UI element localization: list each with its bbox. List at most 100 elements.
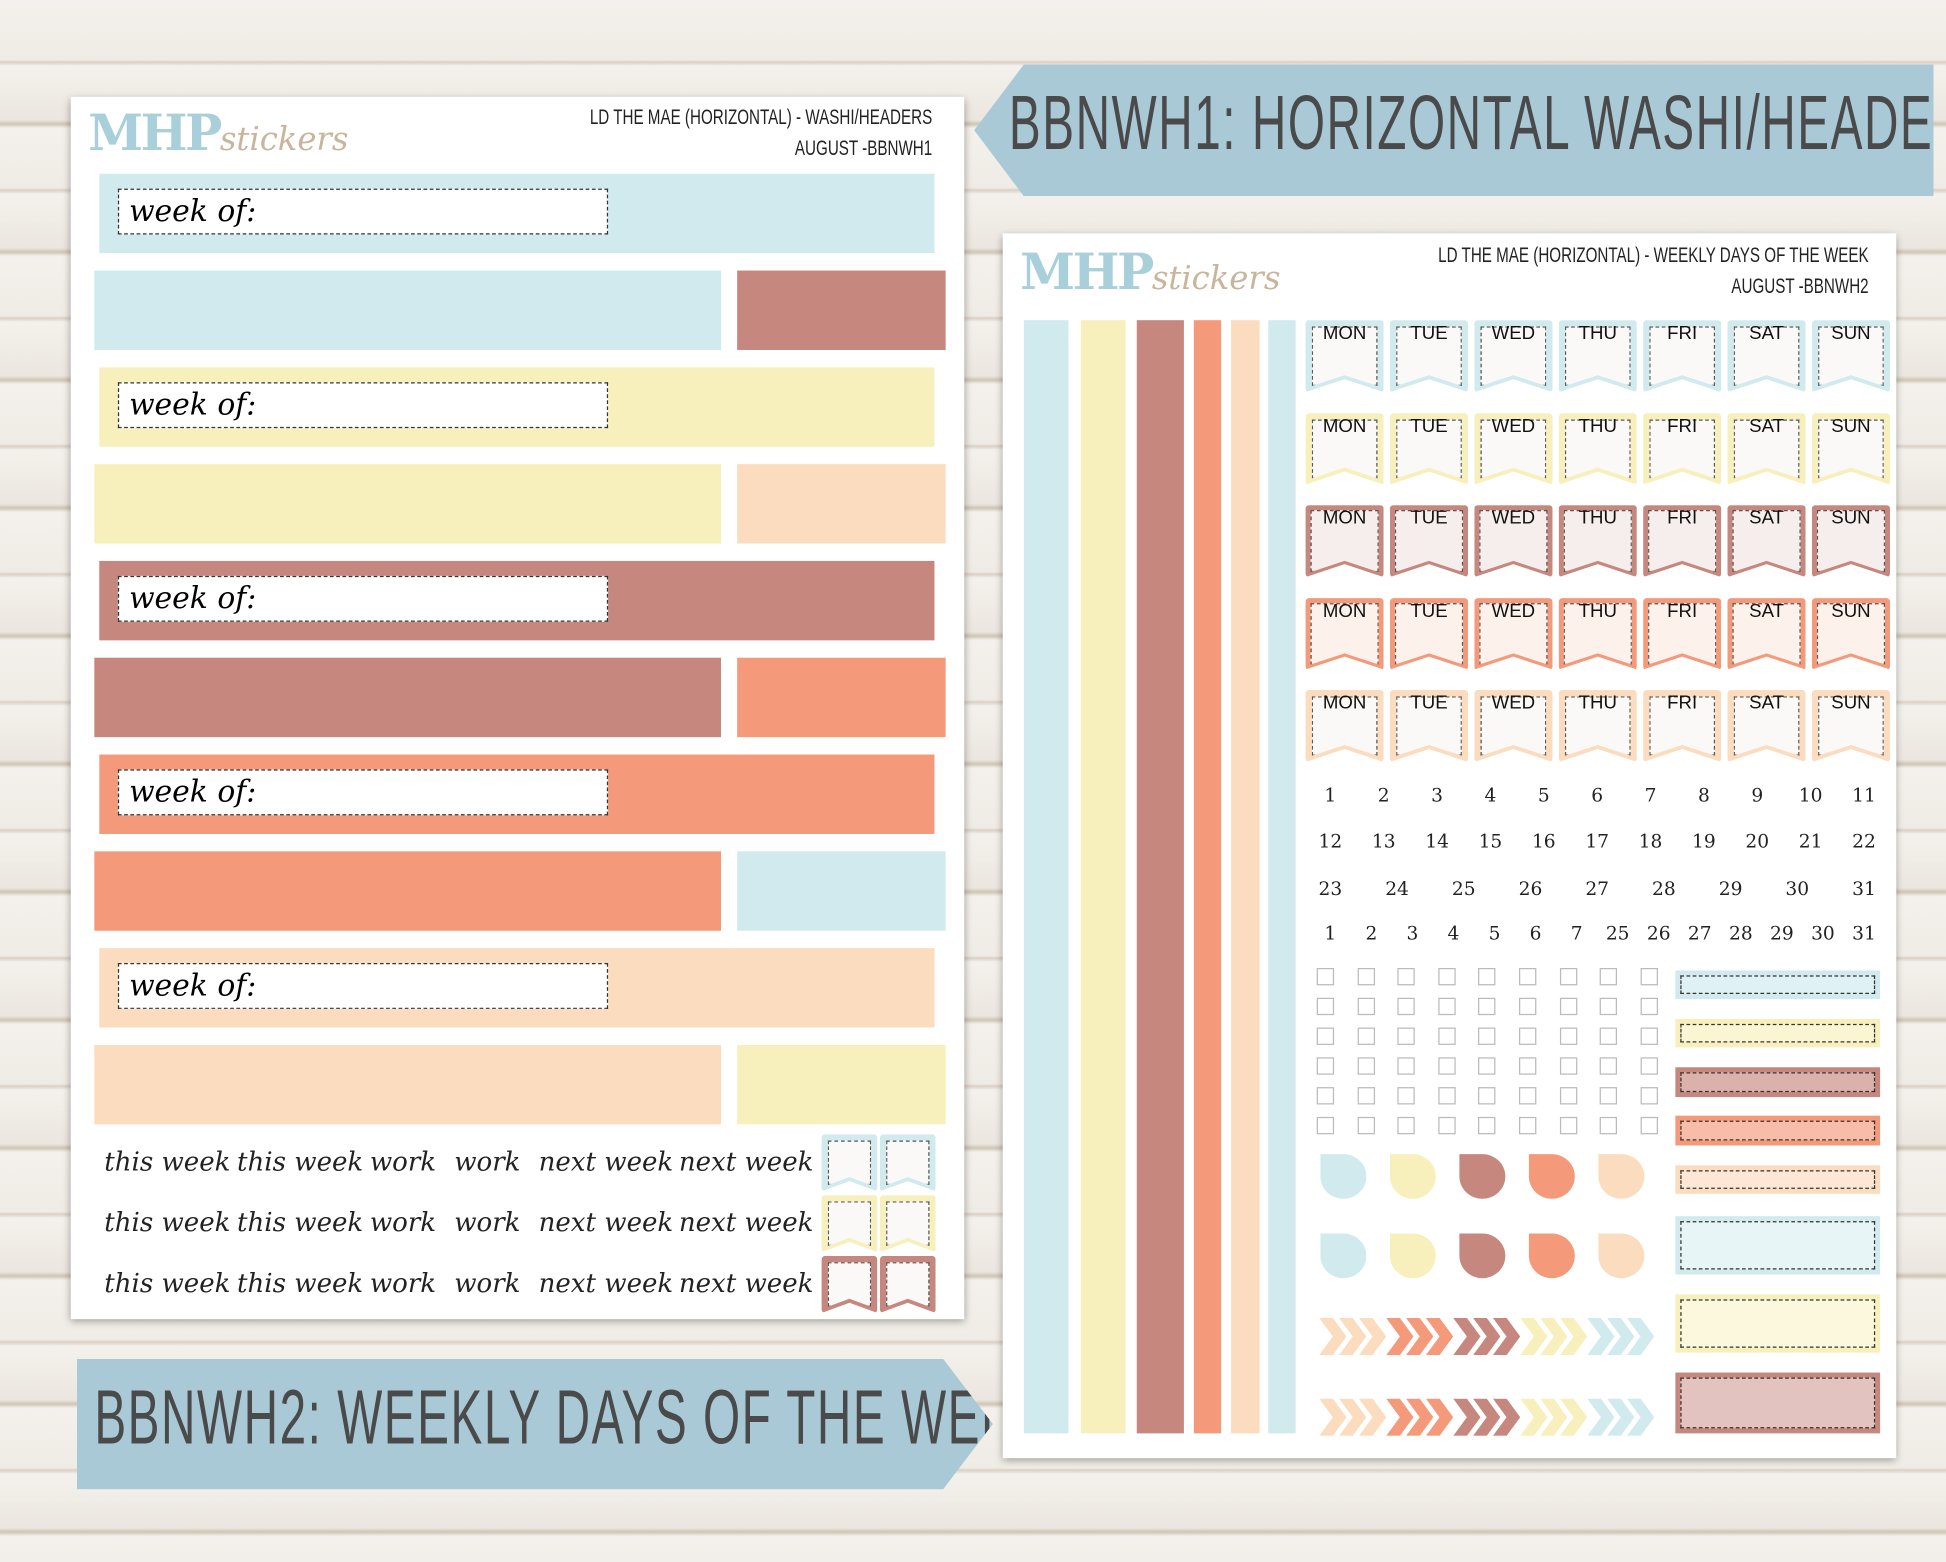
date-number: 10	[1798, 784, 1823, 807]
checkbox-sticker	[1518, 1027, 1537, 1045]
day-flag-sat: SAT	[1727, 597, 1806, 670]
washi-strip-short	[737, 464, 946, 544]
checkbox-sticker	[1599, 1116, 1618, 1135]
day-label: SAT	[1749, 322, 1784, 344]
checkbox-sticker	[1518, 997, 1537, 1016]
checkbox-sticker	[1518, 1116, 1537, 1135]
day-flag-sun: SUN	[1811, 505, 1891, 578]
phrase-sticker: work	[454, 1207, 521, 1238]
sheet-header: LD THE MAE (HORIZONTAL) - WASHI/HEADERS …	[590, 102, 932, 164]
date-number: 19	[1692, 830, 1716, 853]
week-of-header-sticker: week of:	[99, 173, 935, 254]
phrase-sticker: work	[454, 1268, 521, 1299]
vertical-washi-strip	[1023, 320, 1069, 1434]
flag-inner	[827, 1201, 872, 1246]
brand-logo: MHPstickers	[88, 104, 349, 163]
day-label: MON	[1322, 600, 1367, 622]
day-flag-mon: MON	[1305, 689, 1384, 762]
checkbox-sticker	[1559, 997, 1577, 1016]
week-of-label: week of:	[117, 575, 609, 622]
checkbox-sticker	[1438, 967, 1456, 986]
flag-inner	[886, 1140, 930, 1186]
label-sticker	[1675, 1294, 1881, 1353]
washi-strip-short	[737, 270, 946, 350]
day-flag-thu: THU	[1558, 505, 1637, 578]
checkbox-sticker	[1397, 1027, 1415, 1045]
checkbox-sticker	[1316, 1116, 1335, 1135]
label-sticker	[1675, 1018, 1881, 1048]
day-label: THU	[1578, 600, 1617, 622]
day-label: TUE	[1410, 415, 1448, 437]
day-label: FRI	[1667, 692, 1698, 714]
checkbox-sticker	[1640, 967, 1658, 986]
half-circle-sticker	[1528, 1233, 1575, 1279]
vertical-washi-strip	[1268, 320, 1296, 1434]
chevron-sticker	[1453, 1317, 1481, 1356]
day-label: WED	[1491, 322, 1536, 344]
day-flag-tue: TUE	[1389, 505, 1469, 578]
checkbox-sticker	[1640, 1116, 1658, 1135]
flag-inner	[886, 1262, 930, 1307]
label-sticker	[1675, 1372, 1881, 1434]
day-label: THU	[1578, 322, 1617, 344]
date-number: 17	[1585, 830, 1610, 853]
label-sticker	[1675, 1216, 1881, 1275]
washi-strip-long	[94, 270, 722, 350]
date-number: 30	[1785, 877, 1810, 900]
date-number: 27	[1585, 877, 1610, 900]
washi-strip-short	[737, 1044, 946, 1125]
checkbox-sticker	[1438, 1027, 1456, 1045]
label-sticker	[1675, 970, 1881, 1000]
day-flag-mon: MON	[1305, 320, 1384, 393]
day-flag-tue: TUE	[1389, 689, 1469, 762]
half-circle-sticker	[1528, 1154, 1575, 1199]
checkbox-sticker	[1438, 1057, 1456, 1075]
chevron-sticker	[1520, 1398, 1548, 1436]
week-of-label: week of:	[117, 963, 609, 1009]
date-number: 4	[1484, 784, 1497, 807]
label-sticker	[1675, 1165, 1881, 1194]
date-number: 23	[1318, 877, 1343, 900]
phrase-sticker: next week	[678, 1146, 814, 1177]
checkbox-sticker	[1438, 1087, 1456, 1105]
day-flag-thu: THU	[1558, 597, 1637, 670]
label-sticker	[1675, 1067, 1881, 1098]
date-number: 7	[1570, 922, 1583, 945]
phrase-sticker: this week	[237, 1207, 364, 1238]
day-label: SAT	[1749, 507, 1784, 529]
checkbox-sticker	[1640, 1087, 1658, 1105]
flag-sticker	[821, 1255, 878, 1313]
banner-bbnwh2: BBNWH2: WEEKLY DAYS OF THE WEEK	[77, 1359, 993, 1489]
date-number: 8	[1697, 784, 1710, 807]
day-flag-sun: SUN	[1811, 412, 1891, 485]
day-label: SUN	[1831, 322, 1871, 344]
day-label: WED	[1491, 600, 1536, 622]
date-number: 29	[1770, 922, 1794, 945]
checkbox-sticker	[1316, 997, 1335, 1016]
phrase-sticker: next week	[538, 1268, 674, 1299]
day-label: THU	[1578, 692, 1617, 714]
day-flag-sun: SUN	[1811, 689, 1891, 762]
date-number: 13	[1371, 830, 1396, 853]
checkbox-sticker	[1357, 997, 1375, 1016]
day-label: WED	[1491, 415, 1536, 437]
flag-inner	[1818, 326, 1884, 386]
chevron-sticker	[1587, 1317, 1615, 1356]
week-of-header-sticker: week of:	[99, 948, 935, 1028]
date-number: 20	[1745, 830, 1770, 853]
chevron-sticker	[1386, 1398, 1414, 1436]
week-of-label: week of:	[117, 769, 609, 816]
checkbox-sticker	[1599, 1057, 1618, 1075]
flag-sticker	[879, 1195, 936, 1253]
phrase-sticker: next week	[538, 1146, 674, 1177]
banner-title: BBNWH2: WEEKLY DAYS OF THE WEEK	[94, 1375, 1048, 1461]
day-flag-wed: WED	[1474, 597, 1553, 670]
day-flag-sat: SAT	[1727, 412, 1806, 485]
checkbox-sticker	[1559, 1027, 1577, 1045]
day-flag-sun: SUN	[1811, 597, 1891, 670]
day-flag-mon: MON	[1305, 505, 1384, 578]
sticker-sheet-weekly-days: MHPstickers LD THE MAE (HORIZONTAL) - WE…	[1002, 233, 1897, 1459]
phrase-sticker: this week	[237, 1146, 364, 1177]
half-circle-sticker	[1459, 1233, 1506, 1279]
day-label: SUN	[1831, 600, 1871, 622]
